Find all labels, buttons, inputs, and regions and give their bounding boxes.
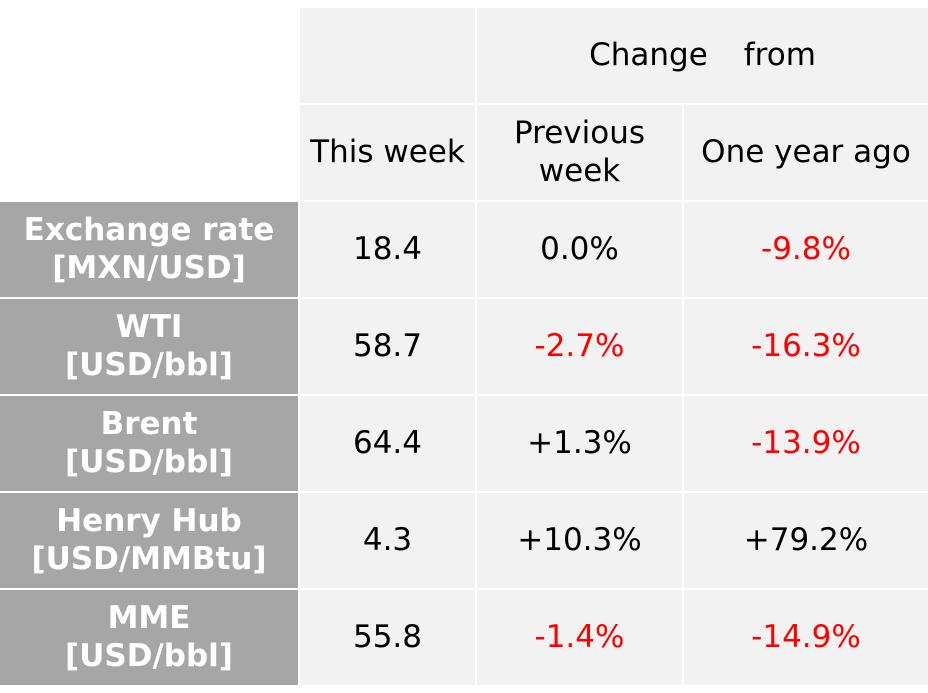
header-previous-week: Previous week bbox=[477, 105, 682, 200]
row-label: WTI [USD/bbl] bbox=[0, 299, 298, 394]
row-label-text: WTI [USD/bbl] bbox=[65, 309, 233, 385]
header-from-label: from bbox=[743, 36, 816, 73]
cell-value: -13.9% bbox=[751, 424, 861, 461]
cell-year-ago: -9.8% bbox=[684, 202, 928, 297]
row-label-text: Brent [USD/bbl] bbox=[65, 406, 233, 482]
cell-this-week: 55.8 bbox=[300, 590, 475, 685]
cell-prev-week: +1.3% bbox=[477, 396, 682, 491]
cell-year-ago: -16.3% bbox=[684, 299, 928, 394]
cell-prev-week: 0.0% bbox=[477, 202, 682, 297]
cell-value: -2.7% bbox=[534, 327, 625, 364]
cell-this-week: 4.3 bbox=[300, 493, 475, 588]
cell-value: -16.3% bbox=[751, 327, 861, 364]
cell-value: -14.9% bbox=[751, 618, 861, 655]
cell-value: -9.8% bbox=[761, 230, 851, 267]
row-label-text: Exchange rate [MXN/USD] bbox=[24, 212, 275, 288]
cell-this-week: 18.4 bbox=[300, 202, 475, 297]
cell-prev-week: -2.7% bbox=[477, 299, 682, 394]
row-label-name: Brent bbox=[100, 405, 198, 442]
cell-value: 64.4 bbox=[352, 424, 423, 461]
row-label-name: Exchange rate bbox=[23, 211, 275, 248]
cell-year-ago: +79.2% bbox=[684, 493, 928, 588]
row-label-unit: [USD/MMBtu] bbox=[31, 540, 267, 577]
cell-value: -1.4% bbox=[534, 618, 625, 655]
row-label-unit: [USD/bbl] bbox=[65, 346, 233, 383]
header-one-year-ago: One year ago bbox=[684, 105, 928, 200]
row-label-name: MME bbox=[107, 599, 191, 636]
cell-value: 58.7 bbox=[352, 327, 423, 364]
header-change-label: Change bbox=[589, 36, 708, 73]
header-blank-this-week-top bbox=[300, 8, 475, 103]
cell-value: +79.2% bbox=[743, 521, 869, 558]
header-this-week: This week bbox=[300, 105, 475, 200]
cell-this-week: 64.4 bbox=[300, 396, 475, 491]
cell-value: +10.3% bbox=[517, 521, 642, 558]
cell-value: 55.8 bbox=[352, 618, 423, 655]
row-label-name: Henry Hub bbox=[56, 502, 242, 539]
cell-value: 0.0% bbox=[540, 230, 619, 267]
cell-this-week: 58.7 bbox=[300, 299, 475, 394]
row-label-unit: [MXN/USD] bbox=[52, 249, 246, 286]
cell-year-ago: -14.9% bbox=[684, 590, 928, 685]
row-label-text: MME [USD/bbl] bbox=[65, 600, 233, 676]
header-change-from: Change from bbox=[477, 8, 928, 103]
cell-value: +1.3% bbox=[527, 424, 632, 461]
row-label-text: Henry Hub [USD/MMBtu] bbox=[31, 503, 266, 579]
cell-prev-week: -1.4% bbox=[477, 590, 682, 685]
row-label: Exchange rate [MXN/USD] bbox=[0, 202, 298, 297]
cell-prev-week: +10.3% bbox=[477, 493, 682, 588]
row-label-name: WTI bbox=[115, 308, 183, 345]
row-label: MME [USD/bbl] bbox=[0, 590, 298, 685]
row-label-unit: [USD/bbl] bbox=[65, 637, 233, 674]
cell-value: 4.3 bbox=[362, 521, 413, 558]
row-label: Brent [USD/bbl] bbox=[0, 396, 298, 491]
row-label-unit: [USD/bbl] bbox=[65, 443, 233, 480]
cell-value: 18.4 bbox=[352, 230, 423, 267]
row-label: Henry Hub [USD/MMBtu] bbox=[0, 493, 298, 588]
cell-year-ago: -13.9% bbox=[684, 396, 928, 491]
